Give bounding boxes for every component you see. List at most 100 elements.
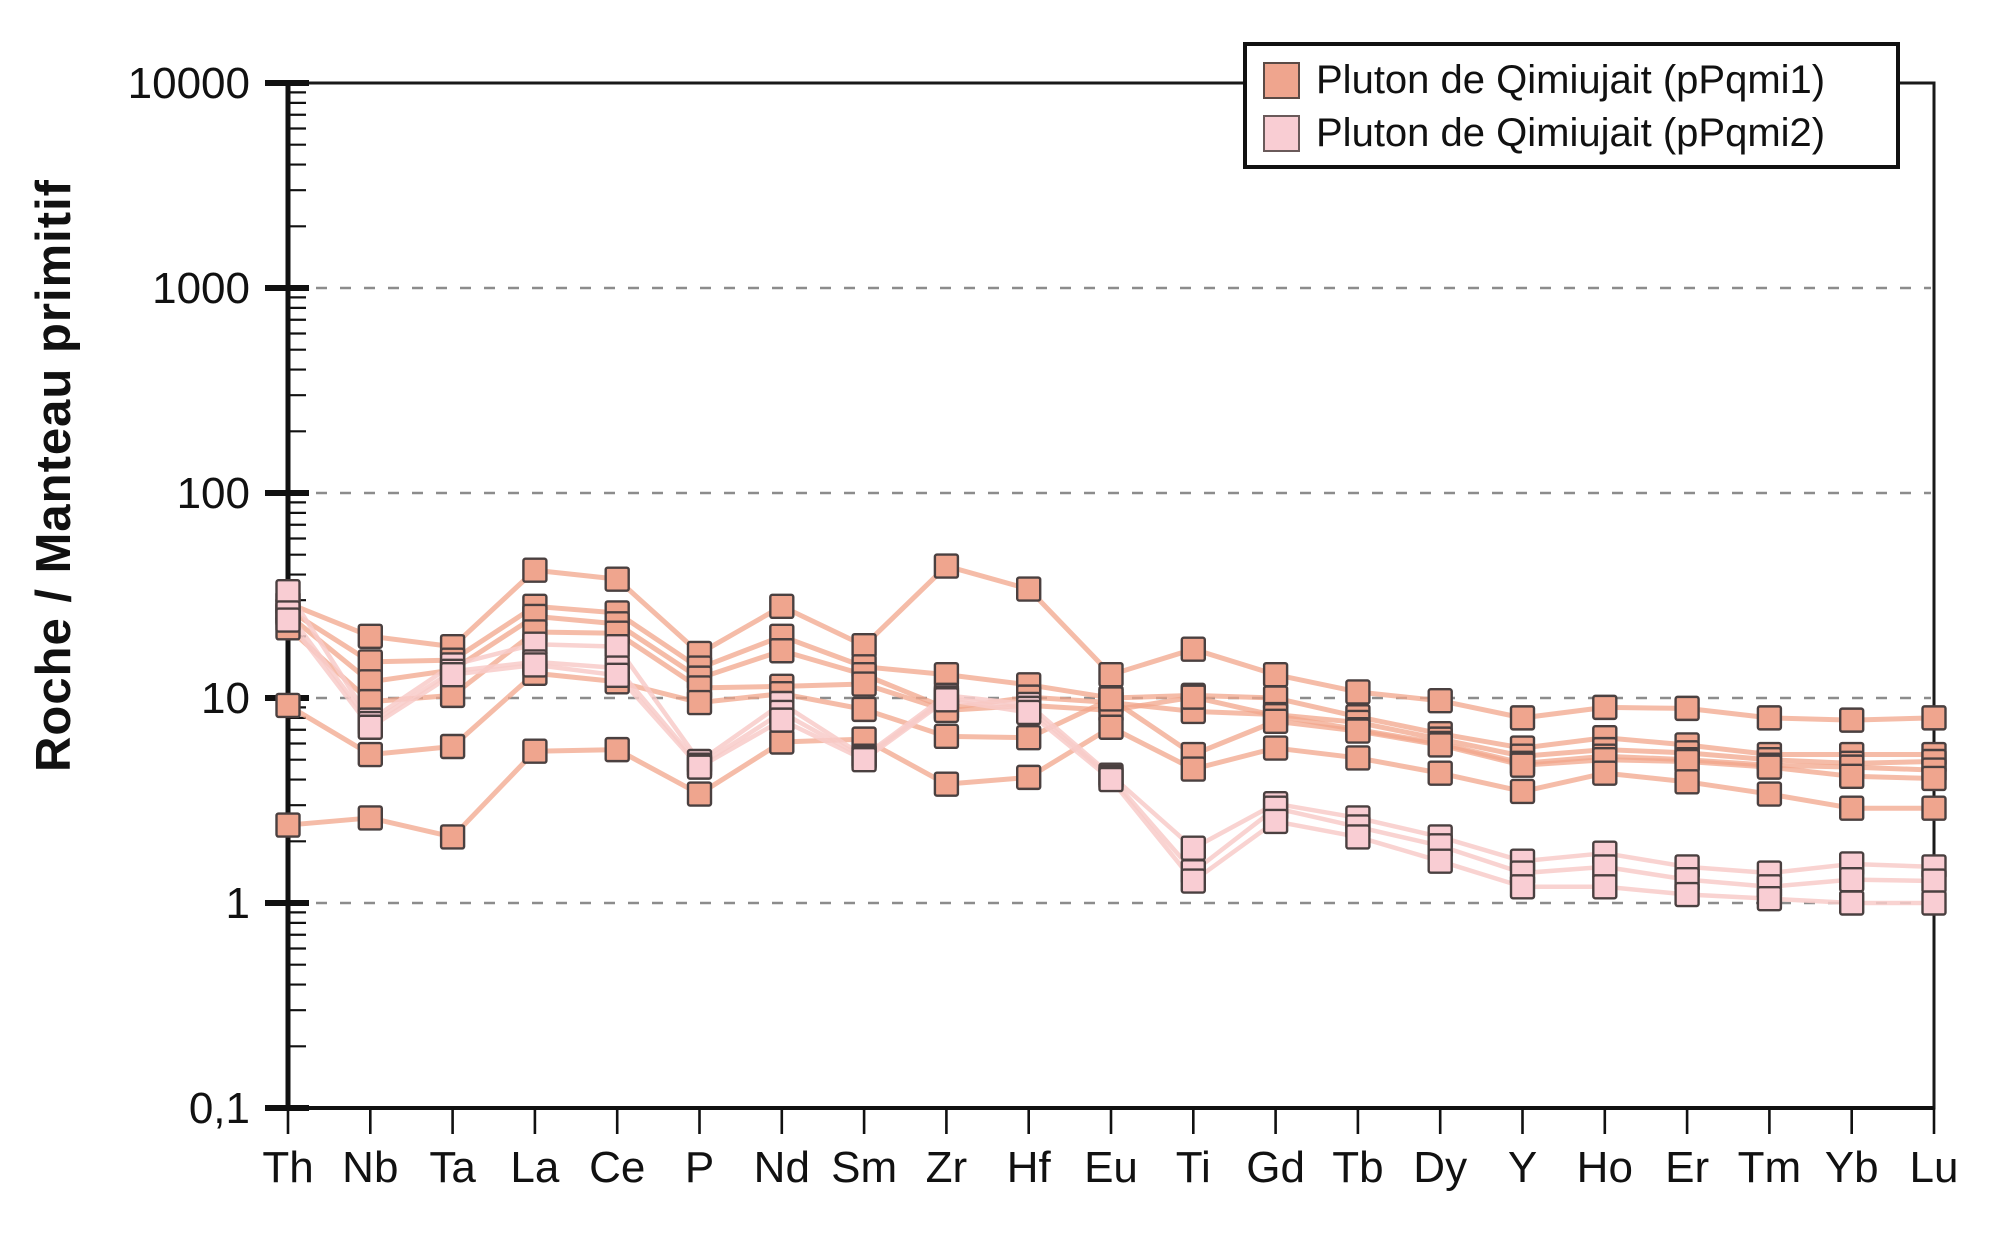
data-point-pPqmi2-sample-2-Yb: [1838, 866, 1865, 893]
y-tick-label: 10000: [128, 59, 250, 108]
data-point-pPqmi1-sample-6-Gd: [1262, 735, 1289, 761]
data-point-pPqmi1-sample-6-Ho: [1592, 760, 1618, 786]
data-point-pPqmi1-sample-5-Gd: [1262, 708, 1289, 734]
data-point-pPqmi1-sample-1-La: [522, 557, 548, 583]
data-point-pPqmi2-sample-1-Ti: [1180, 835, 1207, 861]
data-point-pPqmi1-sample-4-Ti: [1180, 684, 1207, 710]
data-point-pPqmi2-sample-3-Nb: [357, 714, 383, 740]
data-point-pPqmi1-sample-1-Tb: [1345, 679, 1371, 705]
data-point-pPqmi2-sample-3-Y: [1509, 874, 1536, 900]
x-tick-label: Ce: [589, 1143, 645, 1192]
data-point-pPqmi1-sample-6-Yb: [1838, 795, 1865, 821]
data-point-pPqmi1-sample-5-Tm: [1756, 754, 1783, 780]
data-point-pPqmi2-sample-3-Tm: [1756, 885, 1783, 912]
data-point-pPqmi1-sample-1-Tm: [1756, 705, 1783, 731]
data-point-pPqmi1-sample-5-Lu: [1921, 765, 1947, 792]
x-tick-label: Ti: [1176, 1143, 1211, 1192]
data-point-pPqmi1-sample-5-Tb: [1345, 718, 1371, 744]
data-point-pPqmi1-sample-1-Sm: [851, 632, 877, 659]
data-point-pPqmi2-sample-3-Yb: [1838, 890, 1865, 916]
data-point-pPqmi1-sample-1-Hf: [1016, 576, 1042, 602]
data-point-pPqmi1-sample-5-Eu: [1098, 686, 1124, 712]
data-point-pPqmi1-sample-5-Sm: [851, 696, 877, 723]
y-axis-title: Roche / Manteau primitif: [27, 178, 81, 772]
data-point-pPqmi1-sample-6-Hf: [1016, 764, 1042, 791]
data-point-pPqmi2-sample-3-Th: [275, 607, 301, 633]
data-point-pPqmi1-sample-6-Tm: [1756, 781, 1783, 807]
data-point-pPqmi2-sample-3-Ho: [1592, 874, 1618, 900]
x-tick-label: La: [510, 1143, 559, 1192]
y-tick-label: 1000: [152, 264, 250, 313]
data-point-pPqmi1-sample-5-Th: [275, 692, 301, 719]
x-tick-label: Hf: [1007, 1143, 1052, 1192]
data-point-pPqmi1-sample-4-Sm: [851, 671, 877, 697]
data-point-pPqmi1-sample-6-Th: [275, 812, 301, 838]
data-point-pPqmi2-sample-1-Th: [275, 579, 301, 605]
data-point-pPqmi2-sample-1-Ce: [604, 633, 630, 660]
data-point-pPqmi2-sample-2-Lu: [1921, 868, 1947, 894]
x-tick-label: Er: [1665, 1143, 1709, 1192]
data-point-pPqmi2-sample-3-Lu: [1921, 890, 1947, 916]
data-point-pPqmi2-sample-3-Dy: [1427, 848, 1453, 874]
data-point-pPqmi1-sample-1-Yb: [1838, 707, 1865, 733]
data-point-pPqmi1-sample-6-Tb: [1345, 745, 1371, 771]
x-tick-label: Yb: [1825, 1143, 1879, 1192]
data-point-pPqmi1-sample-1-Y: [1509, 705, 1536, 731]
data-point-pPqmi2-sample-3-Ce: [604, 662, 630, 689]
data-point-pPqmi1-sample-5-Y: [1509, 752, 1536, 778]
data-point-pPqmi1-sample-6-P: [686, 781, 713, 807]
x-tick-label: Nd: [754, 1143, 810, 1192]
data-point-pPqmi2-sample-3-Nd: [769, 707, 795, 733]
data-point-pPqmi1-sample-6-Ta: [439, 824, 466, 850]
data-point-pPqmi1-sample-5-Zr: [933, 723, 960, 750]
x-tick-label: Eu: [1084, 1143, 1138, 1192]
data-point-pPqmi1-sample-5-Dy: [1427, 732, 1453, 758]
data-point-pPqmi2-sample-3-P: [686, 754, 713, 780]
x-tick-label: Y: [1508, 1143, 1537, 1192]
data-point-pPqmi1-sample-1-Nd: [769, 593, 795, 620]
x-tick-label: Th: [262, 1143, 313, 1192]
data-point-pPqmi2-sample-3-Ta: [439, 661, 466, 688]
data-point-pPqmi1-sample-6-Dy: [1427, 760, 1453, 786]
data-point-pPqmi1-sample-1-Nb: [357, 623, 383, 649]
data-point-pPqmi1-sample-6-Er: [1674, 769, 1700, 795]
data-point-pPqmi1-sample-1-Dy: [1427, 688, 1453, 714]
x-tick-label: P: [685, 1143, 714, 1192]
data-point-pPqmi1-sample-6-Nb: [357, 805, 383, 831]
legend-item-pPqmi2: Pluton de Qimiujait (pPqmi2): [1263, 107, 1896, 160]
data-point-pPqmi1-sample-6-Lu: [1921, 795, 1947, 821]
data-point-pPqmi1-sample-5-Nb: [357, 741, 383, 768]
data-point-pPqmi2-sample-3-Er: [1674, 881, 1700, 908]
data-point-pPqmi2-sample-3-Eu: [1098, 766, 1124, 793]
data-point-pPqmi1-sample-5-Yb: [1838, 763, 1865, 790]
data-point-pPqmi1-sample-6-Ce: [604, 736, 630, 763]
data-point-pPqmi2-sample-3-Tb: [1345, 824, 1371, 850]
x-tick-label: Tm: [1738, 1143, 1802, 1192]
data-point-pPqmi2-sample-3-Sm: [851, 747, 877, 773]
y-tick-label: 1: [226, 879, 250, 928]
x-tick-label: Ta: [429, 1143, 476, 1192]
data-point-pPqmi2-sample-3-Gd: [1262, 808, 1289, 835]
legend-label-pPqmi2: Pluton de Qimiujait (pPqmi2): [1316, 111, 1826, 155]
legend-label-pPqmi1: Pluton de Qimiujait (pPqmi1): [1316, 58, 1826, 102]
data-point-pPqmi1-sample-1-Ce: [604, 566, 630, 592]
x-tick-label: Zr: [926, 1143, 968, 1192]
data-point-pPqmi1-sample-1-Ho: [1592, 694, 1618, 721]
legend: Pluton de Qimiujait (pPqmi1) Pluton de Q…: [1243, 42, 1900, 169]
data-point-pPqmi2-sample-3-Ti: [1180, 868, 1207, 894]
data-point-pPqmi1-sample-1-Gd: [1262, 661, 1289, 688]
y-tick-label: 0,1: [189, 1084, 250, 1133]
data-point-pPqmi1-sample-5-Hf: [1016, 725, 1042, 751]
data-point-pPqmi1-sample-6-Ti: [1180, 756, 1207, 782]
data-point-pPqmi1-sample-1-Lu: [1921, 705, 1947, 731]
data-point-pPqmi1-sample-6-Nd: [769, 729, 795, 755]
data-point-pPqmi1-sample-6-Eu: [1098, 714, 1124, 740]
data-point-pPqmi1-sample-5-P: [686, 689, 713, 716]
data-point-pPqmi2-sample-3-Hf: [1016, 699, 1042, 726]
data-point-pPqmi1-sample-1-Er: [1674, 695, 1700, 722]
data-point-pPqmi1-sample-3-Nd: [769, 638, 795, 664]
x-tick-label: Ho: [1577, 1143, 1633, 1192]
data-point-pPqmi1-sample-6-Zr: [933, 771, 960, 797]
